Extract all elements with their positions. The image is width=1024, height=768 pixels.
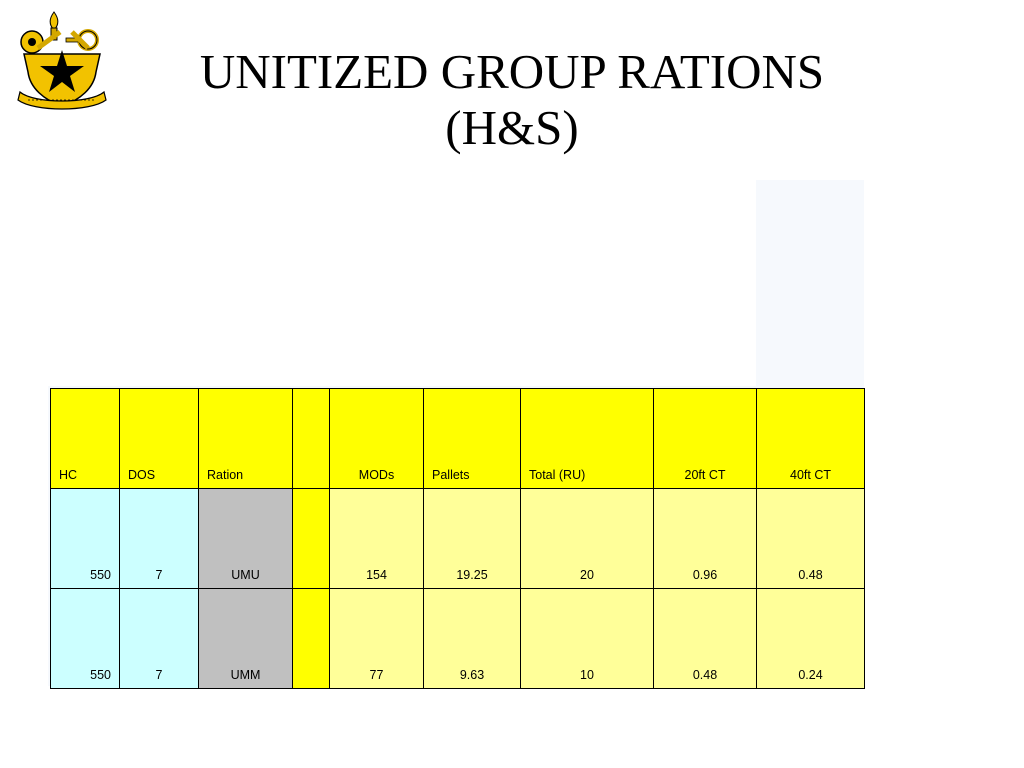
cell-blank bbox=[292, 588, 330, 689]
header-20ft-ct: 20ft CT bbox=[653, 388, 757, 489]
backdrop-panel-right bbox=[864, 180, 974, 686]
rations-table: HC DOS Ration MODs Pallets Total (RU) 20… bbox=[50, 388, 865, 689]
cell-20ft-ct: 0.48 bbox=[653, 588, 757, 689]
table-row: 550 7 UMM 77 9.63 10 0.48 0.24 bbox=[50, 588, 865, 689]
header-ration: Ration bbox=[198, 388, 293, 489]
backdrop-panel-white bbox=[48, 180, 756, 386]
title-line-1: UNITIZED GROUP RATIONS bbox=[199, 44, 825, 99]
slide-title: UNITIZED GROUP RATIONS (H&S) bbox=[110, 44, 914, 156]
cell-pallets: 19.25 bbox=[423, 488, 521, 589]
army-logistics-crest-icon bbox=[17, 11, 107, 110]
cell-total-ru: 10 bbox=[520, 588, 654, 689]
cell-ration: UMU bbox=[198, 488, 293, 589]
cell-40ft-ct: 0.48 bbox=[756, 488, 865, 589]
cell-ration: UMM bbox=[198, 588, 293, 689]
cell-dos: 7 bbox=[119, 588, 199, 689]
cell-hc: 550 bbox=[50, 488, 120, 589]
header-mods: MODs bbox=[329, 388, 424, 489]
cell-mods: 154 bbox=[329, 488, 424, 589]
header-40ft-ct: 40ft CT bbox=[756, 388, 865, 489]
title-line-2: (H&S) bbox=[445, 100, 579, 155]
cell-total-ru: 20 bbox=[520, 488, 654, 589]
cell-dos: 7 bbox=[119, 488, 199, 589]
cell-blank bbox=[292, 488, 330, 589]
table-row: 550 7 UMU 154 19.25 20 0.96 0.48 bbox=[50, 488, 865, 589]
cell-hc: 550 bbox=[50, 588, 120, 689]
cell-20ft-ct: 0.96 bbox=[653, 488, 757, 589]
header-pallets: Pallets bbox=[423, 388, 521, 489]
header-hc: HC bbox=[50, 388, 120, 489]
header-dos: DOS bbox=[119, 388, 199, 489]
header-total-ru: Total (RU) bbox=[520, 388, 654, 489]
table-header-row: HC DOS Ration MODs Pallets Total (RU) 20… bbox=[50, 388, 865, 489]
cell-40ft-ct: 0.24 bbox=[756, 588, 865, 689]
cell-mods: 77 bbox=[329, 588, 424, 689]
cell-pallets: 9.63 bbox=[423, 588, 521, 689]
header-blank bbox=[292, 388, 330, 489]
